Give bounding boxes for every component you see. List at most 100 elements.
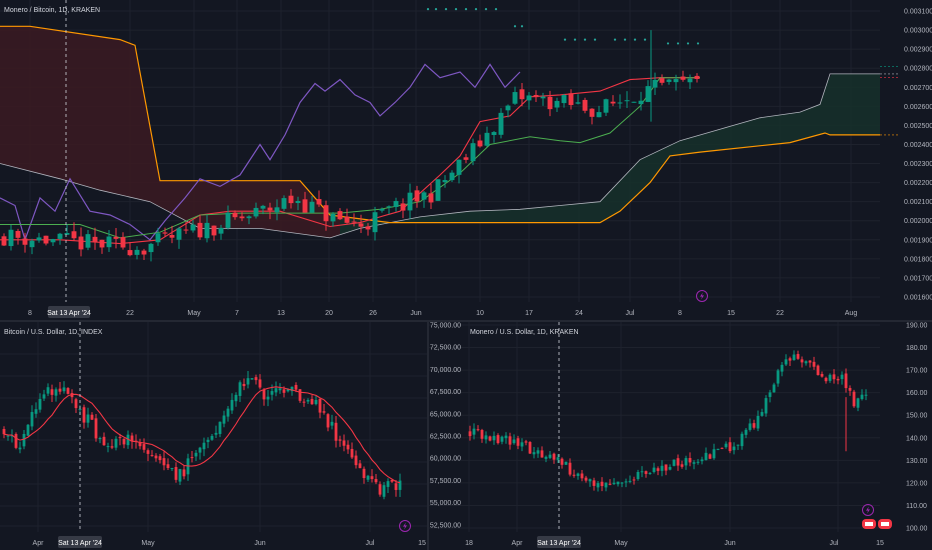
top-candle	[29, 240, 35, 248]
flag-icon[interactable]	[862, 519, 892, 529]
xmr-y-tick-label: 130.00	[906, 458, 928, 465]
top-candle	[582, 99, 588, 111]
top-candle	[666, 79, 672, 82]
xmr-candle	[720, 447, 724, 449]
top-panel[interactable]: 0.003100 0.003000 0.002900 0.002800 0.002700…	[0, 0, 932, 317]
xmr-candle	[484, 435, 488, 440]
top-candle	[414, 190, 420, 202]
xmr-candle	[644, 471, 648, 474]
top-candle	[197, 222, 203, 238]
btc-y-tick-label: 60,000.00	[430, 456, 461, 463]
top-candle	[456, 159, 462, 175]
top-y-tick-label: 0.002300	[904, 161, 932, 168]
btc-candle	[202, 442, 206, 450]
xmr-candle	[504, 435, 508, 439]
top-candle	[50, 239, 56, 243]
xmr-candle	[540, 450, 544, 458]
xmr-x-tick-label: Jun	[724, 540, 735, 547]
top-y-tick-label: 0.003000	[904, 28, 932, 35]
btc-panel[interactable]: Apr May Jun Jul 15	[0, 322, 427, 547]
btc-candle	[254, 377, 258, 381]
top-candle	[218, 227, 224, 234]
signal-dot	[593, 38, 597, 41]
xmr-candle	[844, 373, 848, 389]
top-candle	[204, 222, 210, 239]
btc-candle	[170, 468, 174, 470]
xmr-candle	[800, 359, 804, 363]
xmr-panel[interactable]: 190.00 180.00 170.00 160.00 150.00 140.00 130.…	[429, 322, 928, 547]
xmr-candle	[604, 482, 608, 488]
btc-candle	[46, 387, 50, 394]
btc-candle	[110, 446, 114, 448]
signal-dot	[666, 42, 670, 45]
signal-dot	[494, 7, 498, 11]
btc-candle	[130, 435, 134, 442]
btc-candle	[242, 383, 246, 387]
btc-candle	[14, 434, 18, 448]
top-candle	[477, 140, 483, 147]
top-candle	[148, 243, 154, 253]
lightning-icon[interactable]	[862, 504, 874, 516]
top-candle	[337, 211, 343, 220]
xmr-candle	[648, 472, 652, 474]
top-candle	[232, 212, 238, 218]
top-x-tick-label: 13	[277, 310, 285, 317]
btc-candle	[122, 438, 126, 445]
xmr-candle	[856, 398, 860, 408]
senkou-span-a-line	[0, 73, 880, 239]
btc-x-tick-label: Jun	[254, 540, 265, 547]
top-candle	[267, 207, 273, 211]
xmr-candle	[564, 461, 568, 465]
btc-candle	[218, 421, 222, 434]
xmr-candle	[628, 480, 632, 482]
top-candle	[659, 78, 665, 83]
btc-candle	[318, 398, 322, 413]
top-candle	[169, 234, 175, 238]
btc-candle	[150, 455, 154, 457]
btc-candle	[366, 475, 370, 480]
xmr-x-tick-label: Apr	[512, 540, 524, 547]
btc-candle	[278, 388, 282, 391]
btc-candle	[154, 455, 158, 459]
signal-dot	[434, 7, 438, 11]
btc-candle	[22, 433, 26, 447]
top-candle	[183, 229, 189, 231]
top-candle	[246, 216, 252, 219]
xmr-candle	[556, 457, 560, 460]
xmr-candle	[684, 458, 688, 466]
top-candle	[694, 75, 700, 79]
top-candle	[540, 96, 546, 99]
top-candle	[386, 206, 392, 208]
btc-candle	[106, 446, 110, 448]
xmr-candle	[612, 482, 616, 485]
xmr-candle	[524, 441, 528, 443]
lightning-icon[interactable]	[696, 290, 708, 302]
btc-candle	[194, 452, 198, 457]
lightning-icon[interactable]	[399, 520, 411, 532]
top-candle	[260, 205, 266, 209]
btc-candle	[258, 379, 262, 388]
top-candle	[379, 208, 385, 211]
xmr-candle	[732, 446, 736, 451]
btc-y-tick-label: 65,000.00	[430, 411, 461, 418]
xmr-y-tick-label: 120.00	[906, 480, 928, 487]
xmr-candle	[808, 360, 812, 363]
top-candle	[288, 195, 294, 204]
xmr-crosshair-label: Sat 13 Apr '24	[537, 540, 581, 547]
xmr-candle	[768, 392, 772, 397]
top-candle	[134, 249, 140, 255]
top-candle	[1, 236, 7, 246]
kijun-sen-line	[0, 77, 700, 245]
btc-y-tick-label: 70,000.00	[430, 367, 461, 374]
btc-candle	[294, 384, 298, 390]
btc-candle	[42, 394, 46, 399]
top-x-tick-label: 7	[235, 310, 239, 317]
btc-candle	[30, 412, 34, 427]
btc-candle	[290, 386, 294, 392]
top-candle	[57, 233, 63, 239]
btc-candle	[326, 414, 330, 428]
btc-candle	[94, 418, 98, 439]
top-candle	[596, 112, 602, 118]
btc-panel-title: Bitcoin / U.S. Dollar, 1D, INDEX	[4, 329, 103, 336]
xmr-candle	[792, 354, 796, 361]
